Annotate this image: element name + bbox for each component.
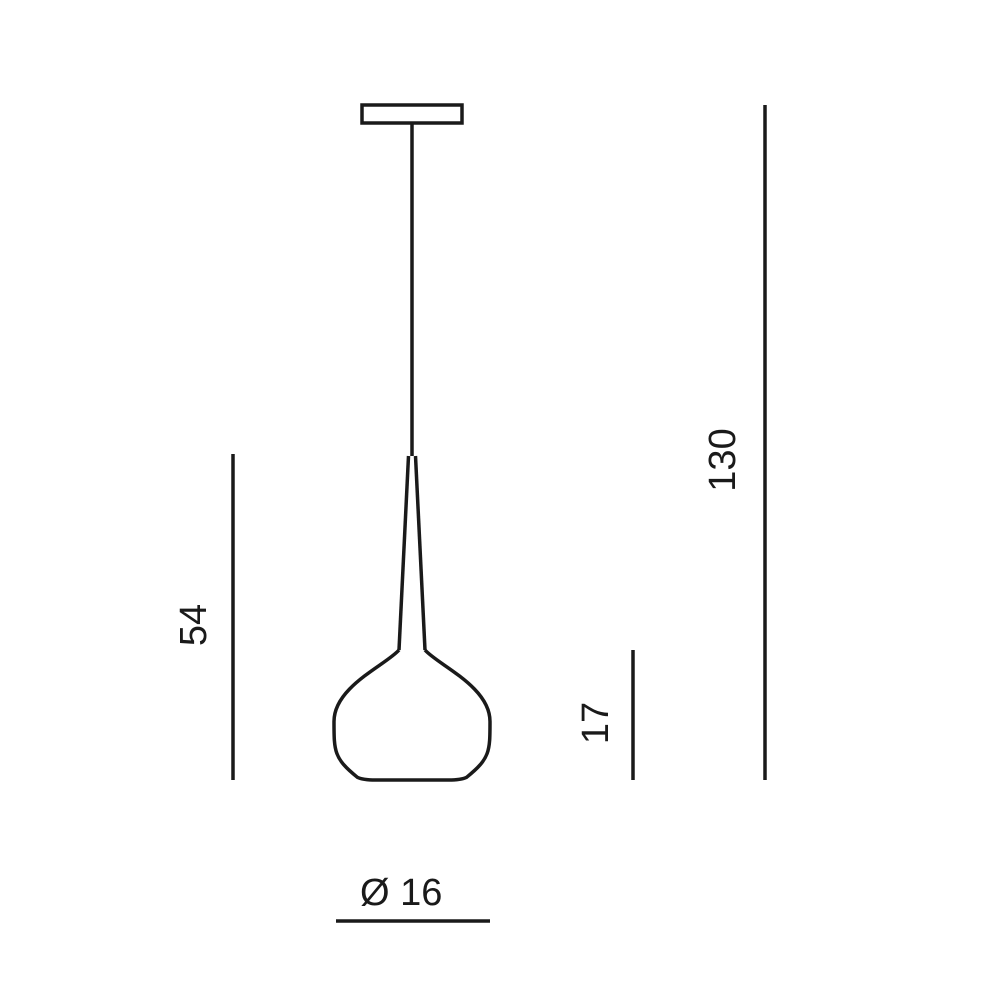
stem-right — [416, 456, 426, 650]
dim-130: 130 — [702, 105, 765, 780]
dim-17-label: 17 — [575, 702, 617, 744]
glass-shade — [334, 650, 490, 780]
pendant-lamp — [334, 105, 490, 780]
dim-54: 54 — [173, 454, 233, 780]
stem-left — [399, 456, 409, 650]
dim-130-label: 130 — [702, 428, 744, 491]
dim-54-label: 54 — [173, 604, 215, 646]
dim-17: 17 — [575, 650, 633, 780]
technical-drawing: 54 17 130 Ø 16 — [0, 0, 1000, 1000]
dim-diameter: Ø 16 — [336, 872, 490, 921]
canopy — [362, 105, 462, 123]
dim-diameter-label: Ø 16 — [360, 872, 442, 914]
